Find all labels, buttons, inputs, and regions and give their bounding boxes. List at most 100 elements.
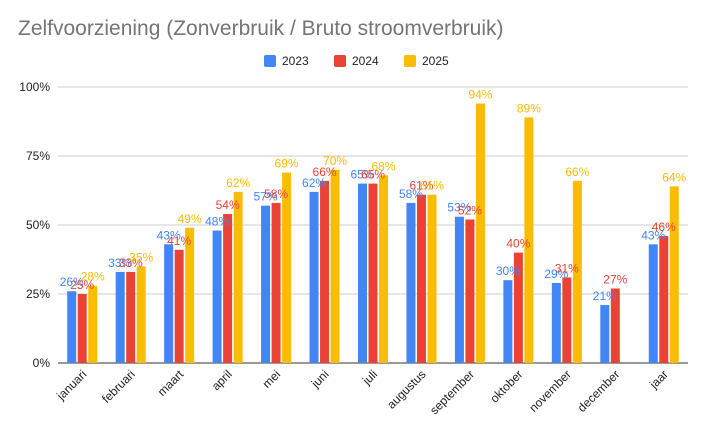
data-label-2025-april: 62% bbox=[226, 176, 250, 190]
bar-2025-mei[interactable] bbox=[282, 172, 292, 363]
bar-2023-juli[interactable] bbox=[358, 183, 367, 363]
legend-label-2025[interactable]: 2025 bbox=[422, 54, 449, 68]
x-tick-label: november bbox=[526, 367, 574, 415]
data-label-2024-december: 27% bbox=[603, 272, 627, 286]
bar-2025-juni[interactable] bbox=[330, 169, 340, 363]
x-tick-label: juni bbox=[308, 367, 332, 391]
bar-2023-mei[interactable] bbox=[261, 205, 271, 363]
bar-2023-maart[interactable] bbox=[164, 244, 174, 363]
data-label-2025-oktober: 89% bbox=[517, 101, 541, 115]
data-label-2025-februari: 35% bbox=[129, 250, 153, 264]
bar-2025-april[interactable] bbox=[233, 191, 243, 363]
data-label-2023-december: 21% bbox=[593, 289, 617, 303]
bar-2024-januari[interactable] bbox=[77, 294, 87, 363]
data-label-2024-juli: 65% bbox=[361, 168, 385, 182]
data-label-2024-augustus: 61% bbox=[409, 179, 433, 193]
bar-2023-september[interactable] bbox=[454, 216, 464, 363]
data-label-2024-mei: 58% bbox=[264, 187, 288, 201]
y-tick-label: 100% bbox=[19, 80, 50, 94]
data-label-2023-september: 53% bbox=[447, 201, 471, 215]
data-label-2025-november: 66% bbox=[565, 165, 589, 179]
x-tick-label: februari bbox=[99, 367, 138, 406]
bar-2024-december[interactable] bbox=[610, 288, 620, 363]
data-label-2023-jaar: 43% bbox=[641, 228, 665, 242]
y-axis: 0% 25% 50% 75% 100% bbox=[19, 80, 50, 370]
bar-2024-september[interactable] bbox=[465, 219, 475, 363]
x-tick-label: september bbox=[427, 367, 477, 417]
bar-2024-oktober[interactable] bbox=[513, 252, 523, 363]
x-tick-label: augustus bbox=[384, 367, 428, 411]
x-tick-label: jaar bbox=[646, 367, 671, 392]
data-label-2025-januari: 28% bbox=[81, 270, 105, 284]
legend-label-2023[interactable]: 2023 bbox=[282, 54, 309, 68]
bar-2025-september[interactable] bbox=[475, 103, 485, 363]
bar-2023-november[interactable] bbox=[551, 282, 561, 363]
bar-2025-november[interactable] bbox=[572, 180, 582, 363]
data-label-2023-maart: 43% bbox=[157, 228, 181, 242]
x-tick-label: maart bbox=[155, 367, 187, 399]
x-tick-label: april bbox=[209, 367, 235, 393]
bar-2023-april[interactable] bbox=[212, 230, 222, 363]
legend-swatch-2025 bbox=[404, 55, 416, 67]
legend-swatch-2023 bbox=[264, 55, 276, 67]
bar-2025-januari[interactable] bbox=[88, 285, 98, 363]
x-tick-label: juli bbox=[359, 367, 380, 388]
bar-2025-augustus[interactable] bbox=[427, 194, 437, 363]
bars bbox=[67, 103, 679, 363]
bar-2024-mei[interactable] bbox=[271, 202, 281, 363]
data-label-2023-november: 29% bbox=[544, 267, 568, 281]
bar-2025-juli[interactable] bbox=[379, 175, 388, 363]
data-label-2025-juli: 68% bbox=[371, 159, 395, 173]
bar-2024-augustus[interactable] bbox=[416, 194, 426, 363]
y-tick-label: 25% bbox=[26, 287, 50, 301]
data-label-2025-mei: 69% bbox=[275, 157, 299, 171]
bar-2024-april[interactable] bbox=[223, 213, 233, 363]
data-label-2023-oktober: 30% bbox=[496, 264, 520, 278]
bar-2023-december[interactable] bbox=[600, 305, 610, 363]
data-label-2023-februari: 33% bbox=[108, 256, 132, 270]
bar-2025-maart[interactable] bbox=[185, 227, 195, 363]
data-label-2024-maart: 41% bbox=[167, 234, 191, 248]
legend-label-2024[interactable]: 2024 bbox=[352, 54, 379, 68]
bar-2023-oktober[interactable] bbox=[503, 280, 513, 363]
data-label-2024-november: 31% bbox=[555, 261, 579, 275]
data-label-2023-januari: 26% bbox=[60, 275, 84, 289]
y-tick-label: 75% bbox=[26, 149, 50, 163]
bar-2023-januari[interactable] bbox=[67, 291, 77, 363]
data-label-2023-april: 48% bbox=[205, 215, 229, 229]
x-tick-label: januari bbox=[53, 367, 89, 403]
data-label-2023-mei: 57% bbox=[254, 190, 278, 204]
bar-2025-jaar[interactable] bbox=[669, 186, 679, 363]
bar-2024-februari[interactable] bbox=[126, 271, 136, 363]
bar-2024-jaar[interactable] bbox=[659, 236, 669, 363]
bar-2024-juni[interactable] bbox=[320, 180, 330, 363]
y-tick-label: 0% bbox=[33, 356, 51, 370]
y-tick-label: 50% bbox=[26, 218, 50, 232]
bar-2024-november[interactable] bbox=[562, 277, 572, 363]
bar-2023-februari[interactable] bbox=[115, 271, 125, 363]
bar-2023-juni[interactable] bbox=[309, 191, 319, 363]
bar-2025-februari[interactable] bbox=[136, 266, 146, 363]
bar-2025-oktober[interactable] bbox=[524, 117, 534, 363]
data-label-2025-maart: 49% bbox=[178, 212, 202, 226]
x-tick-label: oktober bbox=[487, 367, 525, 405]
x-axis: januari februari maart april mei juni juli augu… bbox=[53, 367, 671, 417]
data-label-2023-juli: 65% bbox=[350, 168, 374, 182]
bar-2023-jaar[interactable] bbox=[648, 244, 658, 363]
bar-2024-maart[interactable] bbox=[174, 249, 184, 363]
bar-2023-augustus[interactable] bbox=[406, 202, 416, 363]
x-tick-label: mei bbox=[260, 367, 284, 391]
data-label-2024-juni: 66% bbox=[313, 165, 337, 179]
bar-2024-juli[interactable] bbox=[368, 183, 378, 363]
data-label-2024-januari: 25% bbox=[70, 278, 94, 292]
data-labels: 26%25%28%33%33%35%43%41%49% 48%54%62%57%5… bbox=[60, 88, 687, 303]
data-label-2024-oktober: 40% bbox=[506, 237, 530, 251]
data-label-2025-september: 94% bbox=[468, 88, 492, 102]
data-label-2024-september: 52% bbox=[458, 203, 482, 217]
data-label-2024-april: 54% bbox=[216, 198, 240, 212]
data-label-2024-jaar: 46% bbox=[652, 220, 676, 234]
data-label-2025-juni: 70% bbox=[323, 154, 347, 168]
data-label-2025-jaar: 64% bbox=[662, 170, 686, 184]
legend[interactable]: 2023 2024 2025 bbox=[264, 54, 449, 68]
